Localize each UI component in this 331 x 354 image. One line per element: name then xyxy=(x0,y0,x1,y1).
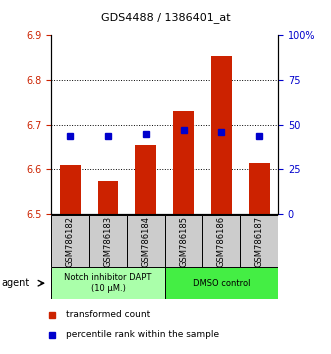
Bar xyxy=(89,215,127,267)
Text: GSM786182: GSM786182 xyxy=(66,216,75,267)
Text: GSM786186: GSM786186 xyxy=(217,216,226,267)
Text: GSM786187: GSM786187 xyxy=(255,216,264,267)
Bar xyxy=(127,215,165,267)
Bar xyxy=(98,181,118,214)
Text: GSM786184: GSM786184 xyxy=(141,216,150,267)
Text: GSM786183: GSM786183 xyxy=(104,216,113,267)
Bar xyxy=(51,267,165,299)
Text: Notch inhibitor DAPT
(10 μM.): Notch inhibitor DAPT (10 μM.) xyxy=(64,274,152,293)
Bar xyxy=(249,163,269,214)
Bar xyxy=(240,215,278,267)
Bar xyxy=(211,56,232,214)
Bar xyxy=(51,215,89,267)
Bar xyxy=(203,215,240,267)
Bar xyxy=(60,165,80,214)
Bar xyxy=(173,112,194,214)
Bar xyxy=(165,215,203,267)
Text: GDS4488 / 1386401_at: GDS4488 / 1386401_at xyxy=(101,12,230,23)
Text: GSM786185: GSM786185 xyxy=(179,216,188,267)
Text: agent: agent xyxy=(2,278,30,288)
Bar xyxy=(135,145,156,214)
Bar xyxy=(165,267,278,299)
Text: percentile rank within the sample: percentile rank within the sample xyxy=(66,331,219,339)
Text: DMSO control: DMSO control xyxy=(193,279,250,288)
Text: transformed count: transformed count xyxy=(66,310,151,319)
